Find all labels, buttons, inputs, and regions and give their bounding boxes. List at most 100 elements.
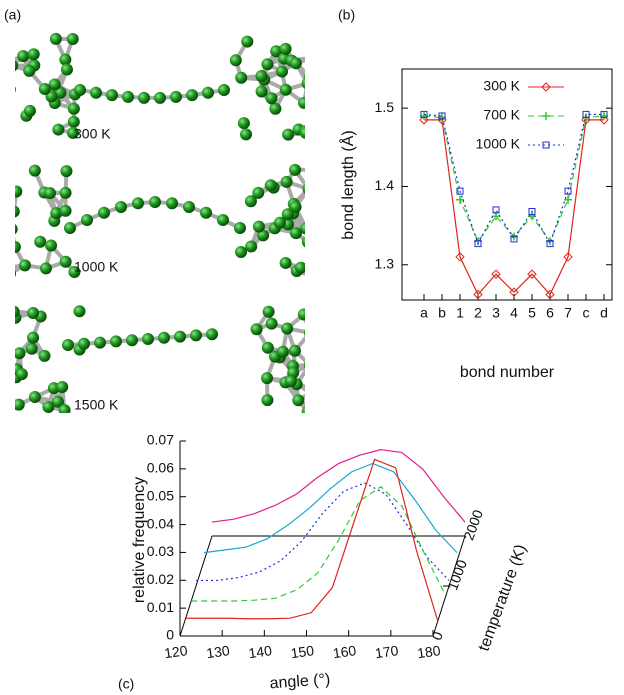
bond bbox=[12, 212, 14, 230]
panel-label: (c) bbox=[118, 676, 134, 692]
bond bbox=[3, 304, 7, 318]
bond bbox=[0, 267, 4, 268]
bond bbox=[312, 391, 313, 393]
atom bbox=[0, 57, 11, 69]
panel-label: (b) bbox=[338, 7, 355, 23]
atom bbox=[90, 87, 102, 99]
x-tick-label: c bbox=[583, 305, 590, 321]
structures bbox=[0, 33, 323, 418]
atom bbox=[0, 260, 3, 272]
atom bbox=[60, 187, 72, 199]
atom bbox=[281, 322, 293, 334]
bond bbox=[308, 410, 317, 411]
atom bbox=[61, 64, 73, 76]
y-tick-label: 1.5 bbox=[375, 99, 395, 115]
atom bbox=[289, 345, 301, 357]
marker bbox=[564, 196, 572, 204]
y-tick-label: 0.07 bbox=[147, 432, 174, 448]
atom bbox=[0, 309, 12, 321]
atom bbox=[67, 33, 79, 45]
bond bbox=[6, 315, 15, 318]
atom bbox=[298, 97, 310, 109]
bond bbox=[12, 229, 15, 247]
bond bbox=[310, 57, 315, 76]
bond bbox=[0, 304, 3, 318]
atom bbox=[10, 186, 22, 198]
atom bbox=[68, 103, 80, 115]
x-tick-label: 1 bbox=[456, 305, 464, 321]
bond bbox=[4, 221, 11, 229]
atom bbox=[281, 176, 293, 188]
bond bbox=[3, 318, 5, 328]
atom bbox=[142, 333, 154, 345]
bond bbox=[308, 390, 317, 412]
atom bbox=[0, 161, 7, 173]
bond bbox=[5, 318, 15, 329]
atom bbox=[74, 305, 86, 317]
atom bbox=[269, 103, 281, 115]
y-tick-label: 0.04 bbox=[147, 515, 174, 531]
atom bbox=[29, 391, 41, 403]
atom bbox=[240, 128, 252, 140]
bond bbox=[308, 393, 312, 411]
atom bbox=[166, 197, 178, 209]
atom bbox=[292, 394, 304, 406]
atom bbox=[298, 308, 310, 320]
atom bbox=[42, 401, 54, 413]
atom bbox=[0, 298, 6, 310]
atom bbox=[285, 375, 297, 387]
atom bbox=[0, 246, 5, 258]
atom bbox=[29, 165, 41, 177]
z-tick-label: 2000 bbox=[460, 507, 486, 542]
y-tick-label: 0 bbox=[166, 627, 174, 643]
atom bbox=[202, 87, 214, 99]
bond bbox=[3, 312, 14, 318]
bond bbox=[312, 393, 317, 410]
atom bbox=[27, 307, 39, 319]
structure-label: 1500 K bbox=[74, 397, 119, 413]
bond bbox=[4, 212, 13, 221]
atom bbox=[26, 343, 38, 355]
x-tick-label: 170 bbox=[374, 642, 400, 661]
atom bbox=[34, 236, 46, 248]
series-line bbox=[191, 487, 444, 601]
atom bbox=[94, 337, 106, 349]
atom bbox=[110, 335, 122, 347]
x-tick-label: 120 bbox=[163, 642, 189, 661]
x-tick-label: 4 bbox=[510, 305, 518, 321]
structure-label: 300 K bbox=[74, 126, 111, 142]
atom bbox=[302, 77, 314, 89]
panel-label: (a) bbox=[4, 7, 21, 23]
atom bbox=[280, 43, 292, 55]
structure-label: 1000 K bbox=[74, 259, 119, 275]
bond bbox=[0, 266, 4, 268]
legend-label: 300 K bbox=[483, 78, 520, 94]
y-tick-label: 0.05 bbox=[147, 487, 174, 503]
atom bbox=[4, 83, 16, 95]
x-tick-label: 6 bbox=[546, 305, 554, 321]
series-line bbox=[212, 450, 465, 522]
atom bbox=[13, 347, 25, 359]
atom bbox=[60, 256, 72, 268]
series-line bbox=[204, 464, 457, 553]
x-tick-label: 180 bbox=[416, 642, 442, 661]
atom bbox=[245, 241, 257, 253]
marker bbox=[542, 112, 550, 120]
atom bbox=[186, 89, 198, 101]
series-line bbox=[185, 459, 438, 621]
atom bbox=[302, 406, 314, 418]
atom bbox=[149, 196, 161, 208]
bond bbox=[7, 304, 16, 318]
atom bbox=[280, 84, 292, 96]
x-tick-label: 3 bbox=[492, 305, 500, 321]
legend-label: 700 K bbox=[483, 107, 520, 123]
bond bbox=[3, 315, 6, 318]
atom bbox=[241, 36, 253, 48]
bond bbox=[5, 243, 14, 247]
y-tick-label: 0.06 bbox=[147, 460, 174, 476]
atom bbox=[190, 329, 202, 341]
page: {"panel_labels": ["(a)", "(b)", "(c)"], … bbox=[0, 0, 624, 695]
bond bbox=[0, 266, 10, 274]
bond bbox=[7, 304, 14, 312]
atom bbox=[261, 58, 273, 70]
